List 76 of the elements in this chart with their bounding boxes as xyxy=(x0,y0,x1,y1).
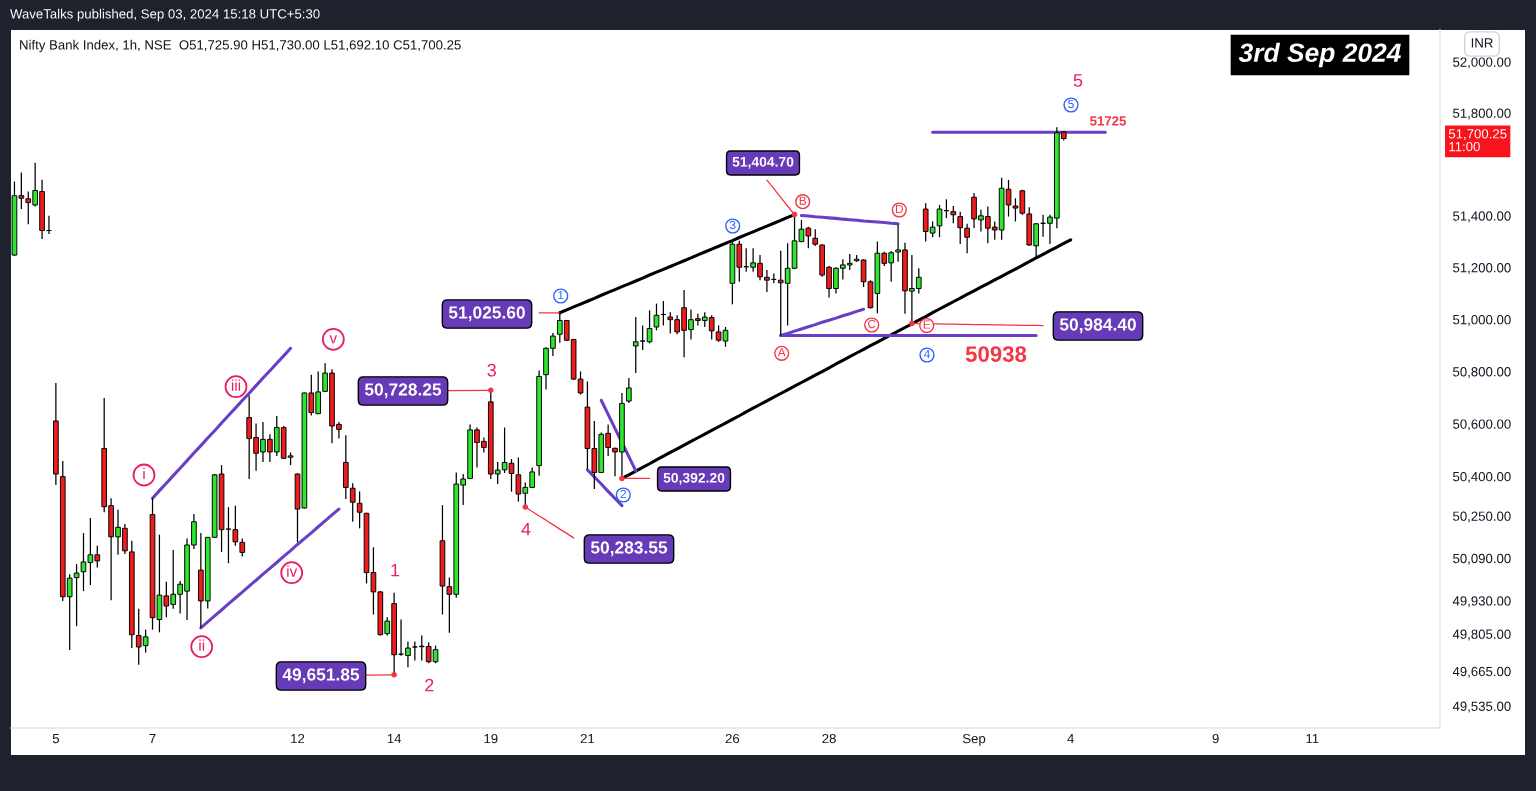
x-tick-label: 11 xyxy=(1306,734,1319,744)
annotation: 5 xyxy=(1068,99,1074,109)
text: 51,700.25 11:00 xyxy=(1448,129,1507,152)
annotation: 4 xyxy=(923,349,930,359)
y-axis-title: INR xyxy=(1471,38,1493,48)
line-series xyxy=(766,179,796,216)
y-tick-label: 51,400.00 xyxy=(1453,211,1511,223)
annotation: C xyxy=(868,319,876,329)
annotation: 50,392.20 xyxy=(663,472,725,485)
point xyxy=(791,211,798,218)
annotation: 51,404.70 xyxy=(732,156,794,169)
x-tick-label: 26 xyxy=(725,733,740,744)
y-tick-label: 50,250.00 xyxy=(1453,511,1511,523)
candlestick xyxy=(356,490,363,529)
annotation: 1 xyxy=(558,290,564,300)
x-tick-label: 7 xyxy=(149,734,156,744)
annotation: iv xyxy=(287,565,298,577)
annotation: E xyxy=(923,320,931,329)
point xyxy=(522,504,529,510)
y-tick-label: 52,000.00 xyxy=(1453,57,1511,69)
line-series xyxy=(199,507,341,630)
annotation: B xyxy=(799,196,807,205)
annotation: ii xyxy=(199,639,205,651)
annotation: 50,283.55 xyxy=(590,541,668,557)
annotation: 2 xyxy=(425,678,434,692)
text: WaveTalks published, Sep 03, 2024 15:18 UTC+5:30 xyxy=(10,8,320,22)
y-tick-label: 51,800.00 xyxy=(1453,108,1511,120)
x-tick-label: 5 xyxy=(52,734,59,744)
annotation: v xyxy=(329,335,338,344)
annotation: 5 xyxy=(1073,74,1083,87)
candlestick xyxy=(653,302,660,331)
annotation: 3 xyxy=(729,220,736,230)
candlestick xyxy=(405,640,411,668)
candlestick xyxy=(349,482,356,523)
annotation: i xyxy=(143,467,145,479)
y-tick-label: 50,800.00 xyxy=(1453,367,1511,379)
y-tick-label: 49,665.00 xyxy=(1452,666,1511,678)
y-tick-label: 49,930.00 xyxy=(1452,596,1511,608)
candlestick xyxy=(964,223,970,254)
point xyxy=(909,320,915,327)
text: Nifty Bank Index, 1h, NSE O51,725.90 H51,730.00 L51,692.10 C51,700.25 xyxy=(20,39,461,53)
annotation: 50,984.40 xyxy=(1059,318,1136,334)
y-tick-label: 51,000.00 xyxy=(1453,314,1511,326)
y-tick-label: 51,200.00 xyxy=(1453,263,1511,274)
y-tick-label: 49,805.00 xyxy=(1452,629,1511,641)
annotation: A xyxy=(777,348,786,357)
annotation: iii xyxy=(231,379,241,391)
annotation: 49,651.85 xyxy=(282,668,360,684)
x-tick-label: 19 xyxy=(484,733,498,744)
line-series xyxy=(799,214,900,226)
annotation: 51,025.60 xyxy=(448,306,525,322)
annotation: 50,728.25 xyxy=(364,383,442,399)
x-tick-label: 4 xyxy=(1067,734,1074,744)
annotation: 50938 xyxy=(965,346,1027,362)
chart-title: 3rd Sep 2024 xyxy=(1238,42,1401,68)
annotation: D xyxy=(896,204,903,214)
annotation: 1 xyxy=(391,563,400,577)
annotation: 3 xyxy=(487,363,496,377)
point xyxy=(619,475,625,482)
y-tick-label: 50,090.00 xyxy=(1453,553,1511,565)
candlestick xyxy=(646,309,653,344)
x-tick-label: Sep xyxy=(962,733,986,746)
y-tick-label: 50,600.00 xyxy=(1453,419,1511,431)
x-tick-label: 12 xyxy=(291,733,305,744)
candlestick xyxy=(626,377,632,404)
annotation: 4 xyxy=(521,522,531,536)
y-tick-label: 50,400.00 xyxy=(1453,471,1511,483)
x-tick-label: 14 xyxy=(387,734,402,744)
y-tick-label: 49,535.00 xyxy=(1452,701,1511,713)
x-tick-label: 28 xyxy=(822,733,836,744)
line-series xyxy=(150,346,293,500)
x-tick-label: 21 xyxy=(580,733,595,744)
annotation: 51725 xyxy=(1090,116,1126,126)
x-tick-label: 9 xyxy=(1212,733,1219,744)
annotation: 2 xyxy=(620,489,626,499)
candlestick xyxy=(957,211,964,245)
